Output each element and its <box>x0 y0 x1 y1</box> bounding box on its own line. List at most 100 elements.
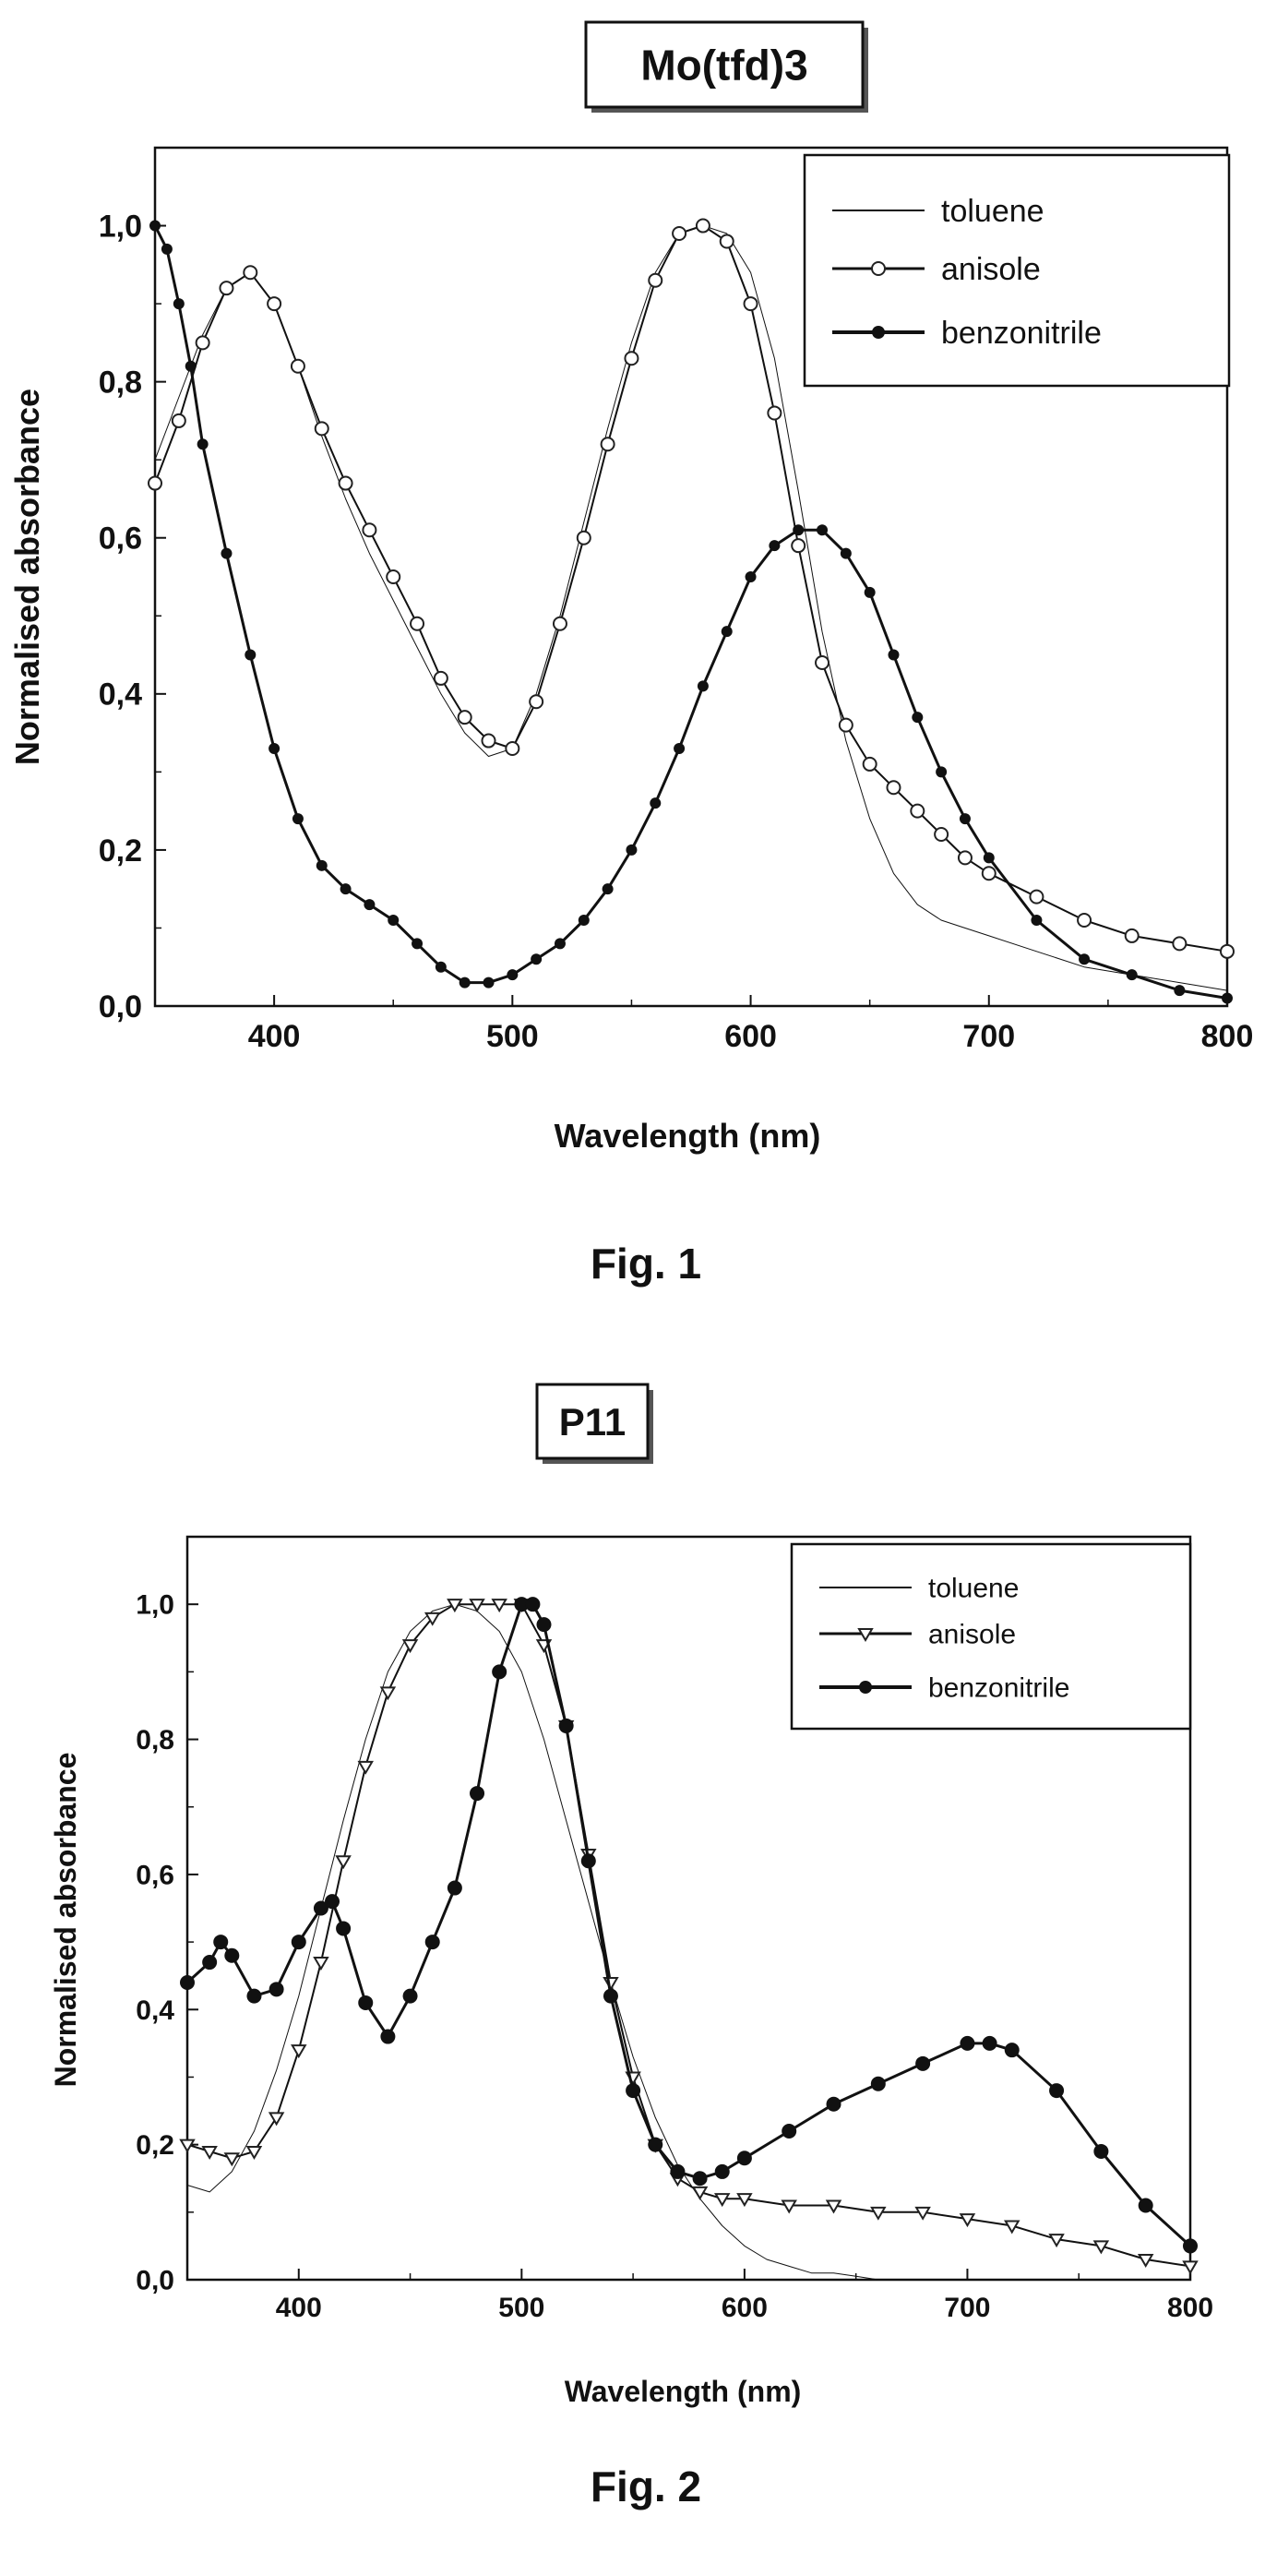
data-point <box>959 2213 976 2228</box>
data-point <box>148 475 162 491</box>
data-point <box>491 1599 507 1613</box>
data-point <box>246 1988 262 2004</box>
data-point <box>743 296 758 312</box>
data-point <box>433 670 448 686</box>
data-point <box>554 938 566 950</box>
data-point <box>224 1947 240 1963</box>
x-tick-label: 500 <box>498 2293 544 2323</box>
data-point <box>1048 2234 1065 2248</box>
x-axis-label: Wavelength (nm) <box>565 2375 802 2408</box>
y-tick-label: 0,8 <box>99 365 142 401</box>
data-point <box>1182 2260 1199 2275</box>
data-point <box>912 712 924 724</box>
data-point <box>983 852 995 864</box>
data-point <box>379 1686 397 1701</box>
data-point <box>531 953 543 965</box>
series-benzonitrile <box>180 1597 1198 2254</box>
data-point <box>338 475 353 491</box>
data-point <box>650 797 662 809</box>
data-point <box>325 1894 340 1910</box>
data-point <box>505 741 520 756</box>
data-point <box>838 717 853 733</box>
data-point <box>469 1599 485 1613</box>
data-point <box>1172 936 1187 952</box>
x-tick-label: 600 <box>722 2293 768 2323</box>
data-point <box>1077 913 1092 928</box>
data-point <box>340 883 352 895</box>
data-point <box>1079 953 1091 965</box>
data-point <box>149 220 161 232</box>
y-tick-label: 0,6 <box>136 1860 174 1890</box>
y-tick-label: 1,0 <box>136 1590 174 1621</box>
data-point <box>982 2035 997 2051</box>
data-point <box>291 2044 307 2059</box>
data-point <box>364 899 376 911</box>
data-point <box>507 969 519 981</box>
data-point <box>1124 928 1140 943</box>
series-benzonitrile <box>149 220 1233 1004</box>
data-point <box>1092 2240 1110 2255</box>
data-point <box>291 1935 306 1950</box>
data-point <box>578 915 590 926</box>
data-point <box>402 1988 418 2004</box>
legend-label-benzonitrile: benzonitrile <box>928 1673 1069 1704</box>
y-tick-label: 0,4 <box>136 1995 174 2026</box>
legend-marker <box>872 326 885 339</box>
data-point <box>483 976 495 988</box>
series-line-benzonitrile <box>185 1602 1192 2247</box>
data-point <box>1183 2238 1198 2254</box>
data-point <box>781 2199 797 2214</box>
data-point <box>914 2206 931 2221</box>
data-point <box>213 1935 229 1950</box>
data-point <box>815 655 830 670</box>
series-anisole <box>148 218 1235 959</box>
data-point <box>769 540 781 552</box>
data-point <box>736 2193 753 2208</box>
data-point <box>412 938 424 950</box>
data-point <box>674 743 686 754</box>
data-point <box>447 1880 462 1896</box>
data-point <box>269 1982 284 1997</box>
data-point <box>316 859 328 871</box>
data-point <box>195 335 210 351</box>
data-point <box>697 680 709 692</box>
data-point <box>179 2139 196 2153</box>
y-axis-label: Normalised absorbance <box>8 389 46 765</box>
legend-marker <box>859 1681 872 1694</box>
x-tick-label: 700 <box>944 2293 990 2323</box>
data-point <box>745 571 757 582</box>
series-toluene <box>154 225 1228 991</box>
data-point <box>791 538 806 554</box>
figure-caption: Fig. 1 <box>591 1240 701 1288</box>
legend-marker <box>857 1628 874 1642</box>
data-point <box>223 2152 241 2167</box>
data-point <box>1222 992 1233 1004</box>
data-point <box>358 1995 374 2010</box>
data-point <box>336 1921 352 1936</box>
data-point <box>314 421 329 437</box>
data-point <box>1049 2083 1065 2099</box>
data-point <box>529 694 544 710</box>
data-point <box>672 226 687 241</box>
data-point <box>536 1617 552 1633</box>
data-point <box>767 405 782 421</box>
data-point <box>459 976 471 988</box>
data-point <box>362 522 377 538</box>
data-point <box>864 586 876 598</box>
data-point <box>957 850 973 866</box>
data-point <box>221 547 233 559</box>
data-point <box>357 1760 374 1775</box>
data-point <box>1137 2254 1154 2269</box>
data-point <box>401 1639 419 1654</box>
legend-label-toluene: toluene <box>941 194 1044 229</box>
data-point <box>558 1718 574 1733</box>
data-point <box>292 813 304 825</box>
data-point <box>335 1855 352 1870</box>
x-tick-label: 700 <box>962 1019 1015 1054</box>
data-point <box>313 1957 329 1971</box>
data-point <box>870 2076 886 2091</box>
y-tick-label: 0,2 <box>99 833 142 869</box>
x-axis-label: Wavelength (nm) <box>555 1117 821 1155</box>
legend-label-anisole: anisole <box>928 1620 1016 1650</box>
